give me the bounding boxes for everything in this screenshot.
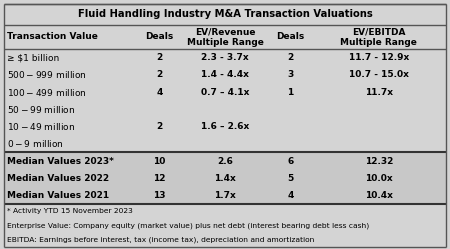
Text: 2: 2: [157, 70, 163, 79]
Text: Deals: Deals: [145, 32, 174, 41]
Text: 1.4x: 1.4x: [214, 174, 236, 183]
Text: 11.7x: 11.7x: [365, 88, 393, 97]
Text: ≥ $1 billion: ≥ $1 billion: [7, 53, 59, 62]
Text: Fluid Handling Industry M&A Transaction Valuations: Fluid Handling Industry M&A Transaction …: [77, 9, 373, 19]
Text: EV/Revenue
Multiple Range: EV/Revenue Multiple Range: [187, 27, 263, 47]
Text: Deals: Deals: [276, 32, 305, 41]
Bar: [4, 135, 446, 152]
Text: EBITDA: Earnings before interest, tax (income tax), depreciation and amortizatio: EBITDA: Earnings before interest, tax (i…: [7, 237, 315, 243]
Text: Median Values 2023*: Median Values 2023*: [7, 157, 114, 166]
Bar: [4, 66, 446, 83]
Text: 10.4x: 10.4x: [365, 191, 393, 200]
Text: $0 - $9 million: $0 - $9 million: [7, 138, 64, 149]
Text: 2: 2: [157, 122, 163, 131]
Text: 4: 4: [157, 88, 163, 97]
Text: $10 - $49 million: $10 - $49 million: [7, 121, 75, 132]
Text: $500 - $999 million: $500 - $999 million: [7, 69, 87, 80]
Text: Median Values 2022: Median Values 2022: [7, 174, 109, 183]
Bar: [4, 170, 446, 187]
Bar: [4, 101, 446, 118]
Text: 10: 10: [153, 157, 166, 166]
Text: 1: 1: [287, 88, 293, 97]
Text: 3: 3: [287, 70, 293, 79]
Bar: [4, 25, 446, 49]
Text: 4: 4: [287, 191, 293, 200]
Text: $100 - $499 million: $100 - $499 million: [7, 87, 87, 98]
Text: 1.4 - 4.4x: 1.4 - 4.4x: [201, 70, 249, 79]
Text: EV/EBITDA
Multiple Range: EV/EBITDA Multiple Range: [341, 27, 417, 47]
Text: 10.0x: 10.0x: [365, 174, 393, 183]
Text: Enterprise Value: Company equity (market value) plus net debt (interest bearing : Enterprise Value: Company equity (market…: [7, 222, 369, 229]
Bar: [4, 49, 446, 66]
Text: $50 - $99 million: $50 - $99 million: [7, 104, 75, 115]
Text: * Activity YTD 15 November 2023: * Activity YTD 15 November 2023: [7, 208, 133, 214]
Text: Transaction Value: Transaction Value: [7, 32, 98, 41]
Text: 2.6: 2.6: [217, 157, 233, 166]
Text: 0.7 – 4.1x: 0.7 – 4.1x: [201, 88, 249, 97]
Bar: [4, 187, 446, 204]
Bar: [4, 118, 446, 135]
Bar: [4, 152, 446, 170]
Text: 12: 12: [153, 174, 166, 183]
Text: 13: 13: [153, 191, 166, 200]
Text: Median Values 2021: Median Values 2021: [7, 191, 109, 200]
Bar: [4, 83, 446, 101]
Text: 1.7x: 1.7x: [214, 191, 236, 200]
Text: 2: 2: [157, 53, 163, 62]
Text: 5: 5: [287, 174, 293, 183]
Text: 1.6 – 2.6x: 1.6 – 2.6x: [201, 122, 249, 131]
Bar: [4, 4, 446, 25]
Text: 2: 2: [287, 53, 293, 62]
Text: 10.7 - 15.0x: 10.7 - 15.0x: [349, 70, 409, 79]
Text: 12.32: 12.32: [364, 157, 393, 166]
Text: 11.7 - 12.9x: 11.7 - 12.9x: [349, 53, 409, 62]
Text: 6: 6: [287, 157, 293, 166]
Text: 2.3 - 3.7x: 2.3 - 3.7x: [201, 53, 249, 62]
